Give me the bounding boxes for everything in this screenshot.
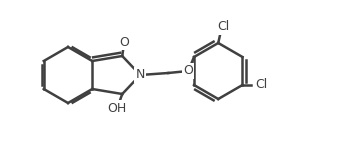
Text: Cl: Cl [217, 21, 229, 33]
Text: N: N [135, 68, 145, 81]
Text: O: O [119, 35, 129, 49]
Text: Cl: Cl [256, 78, 268, 92]
Text: O: O [183, 65, 193, 78]
Text: OH: OH [108, 101, 127, 114]
